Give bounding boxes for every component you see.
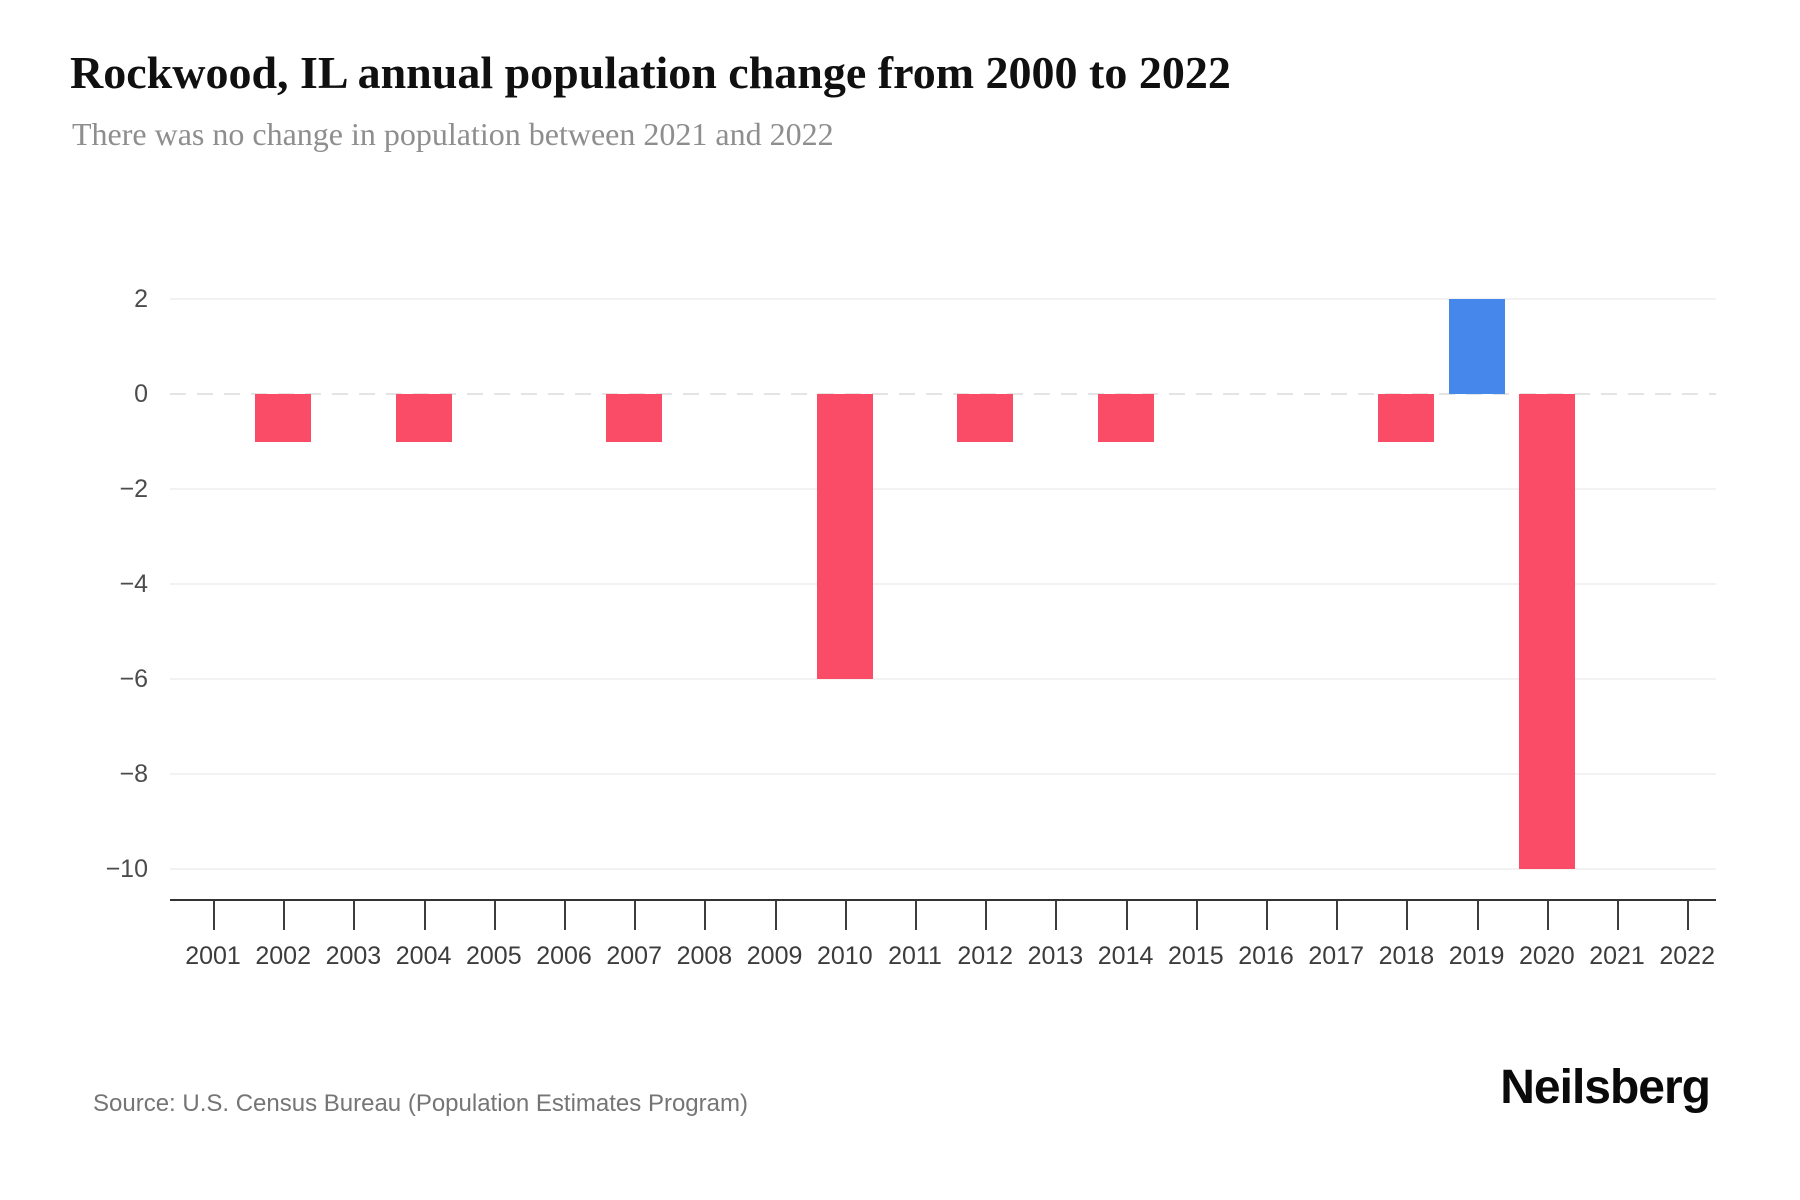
x-axis-label-2004: 2004 bbox=[395, 942, 452, 970]
x-tick-2007 bbox=[634, 900, 637, 930]
x-axis-label-2001: 2001 bbox=[185, 942, 241, 970]
x-tick-2020 bbox=[1546, 900, 1549, 930]
chart-title: Rockwood, IL annual population change fr… bbox=[70, 47, 1231, 98]
x-tick-2003 bbox=[353, 900, 356, 930]
x-axis-label-2011: 2011 bbox=[888, 942, 942, 970]
x-tick-2002 bbox=[283, 900, 286, 930]
x-tick-2021 bbox=[1617, 900, 1619, 930]
x-tick-2019 bbox=[1476, 900, 1479, 930]
x-axis-label-2016: 2016 bbox=[1238, 942, 1294, 970]
x-axis-label-2005: 2005 bbox=[465, 942, 522, 970]
x-axis-label-2017: 2017 bbox=[1308, 942, 1364, 970]
y-axis-label-2: 2 bbox=[134, 285, 148, 313]
x-tick-2022 bbox=[1687, 900, 1690, 930]
x-axis-label-2019: 2019 bbox=[1448, 942, 1505, 970]
y-axis-label-0: 0 bbox=[134, 380, 148, 408]
bar-2002[interactable] bbox=[255, 394, 312, 442]
x-tick-2016 bbox=[1266, 900, 1268, 930]
bar-2012[interactable] bbox=[957, 394, 1014, 442]
x-tick-2011 bbox=[915, 900, 917, 930]
gridline--6 bbox=[170, 678, 1716, 680]
x-tick-2008 bbox=[704, 900, 707, 930]
x-axis-label-2013: 2013 bbox=[1027, 942, 1084, 970]
x-axis-label-2020: 2020 bbox=[1518, 942, 1575, 970]
y-axis-label--8: −8 bbox=[119, 760, 148, 788]
x-tick-2012 bbox=[985, 900, 988, 930]
x-tick-2004 bbox=[423, 900, 426, 930]
y-axis-label--4: −4 bbox=[119, 570, 148, 598]
x-axis-line bbox=[170, 899, 1716, 901]
x-tick-2017 bbox=[1336, 900, 1339, 930]
bar-2010[interactable] bbox=[816, 394, 873, 679]
x-tick-2013 bbox=[1055, 900, 1058, 930]
x-axis-label-2002: 2002 bbox=[255, 942, 311, 970]
gridline-2 bbox=[170, 298, 1716, 300]
bar-2018[interactable] bbox=[1378, 394, 1435, 442]
x-tick-2015 bbox=[1195, 900, 1198, 930]
bar-2019[interactable] bbox=[1448, 299, 1505, 394]
x-tick-2005 bbox=[493, 900, 496, 930]
x-axis-label-2003: 2003 bbox=[325, 942, 382, 970]
x-axis-label-2014: 2014 bbox=[1097, 942, 1154, 970]
x-axis-label-2022: 2022 bbox=[1659, 942, 1715, 970]
y-axis-label--6: −6 bbox=[119, 665, 148, 693]
gridline--2 bbox=[170, 488, 1716, 490]
x-tick-2006 bbox=[564, 900, 566, 930]
x-tick-2014 bbox=[1125, 900, 1128, 930]
source-attribution: Source: U.S. Census Bureau (Population E… bbox=[93, 1090, 748, 1117]
x-axis-label-2012: 2012 bbox=[957, 942, 1013, 970]
x-axis-label-2021: 2021 bbox=[1589, 942, 1645, 970]
x-axis-label-2007: 2007 bbox=[606, 942, 662, 970]
y-axis-label--10: −10 bbox=[105, 855, 148, 883]
x-tick-2018 bbox=[1406, 900, 1409, 930]
x-axis-label-2006: 2006 bbox=[536, 942, 592, 970]
x-tick-2010 bbox=[844, 900, 847, 930]
x-tick-2001 bbox=[213, 900, 215, 930]
y-axis-label--2: −2 bbox=[119, 475, 148, 503]
x-axis-label-2018: 2018 bbox=[1378, 942, 1435, 970]
gridline--8 bbox=[170, 773, 1716, 775]
chart-subtitle: There was no change in population betwee… bbox=[72, 116, 834, 152]
bar-2014[interactable] bbox=[1097, 394, 1154, 442]
x-tick-2009 bbox=[774, 900, 777, 930]
bar-2007[interactable] bbox=[606, 394, 663, 442]
x-axis-label-2015: 2015 bbox=[1167, 942, 1224, 970]
zero-gridline bbox=[170, 393, 1716, 395]
x-axis-label-2009: 2009 bbox=[746, 942, 803, 970]
gridline--10 bbox=[170, 868, 1716, 870]
gridline--4 bbox=[170, 583, 1716, 585]
x-axis-label-2008: 2008 bbox=[676, 942, 733, 970]
bar-2020[interactable] bbox=[1518, 394, 1575, 869]
bar-2004[interactable] bbox=[395, 394, 452, 442]
x-axis-label-2010: 2010 bbox=[816, 942, 873, 970]
neilsberg-logo: Neilsberg bbox=[1500, 1061, 1711, 1114]
